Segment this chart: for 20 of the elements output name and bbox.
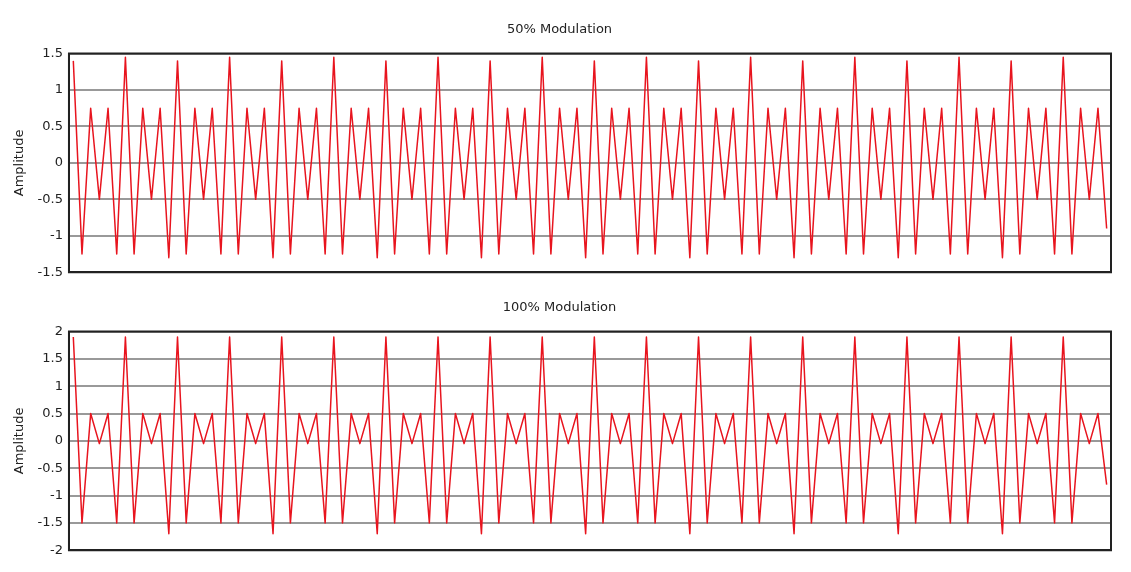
y-tick-label: 1 <box>54 81 63 97</box>
y-tick-label: -0.5 <box>37 459 63 475</box>
y-tick-label: 2 <box>54 322 63 338</box>
y-axis-title: Amplitude <box>11 129 27 197</box>
y-tick-label: 1 <box>54 377 63 393</box>
y-tick-label: 0 <box>54 432 63 448</box>
y-tick-label: -1 <box>50 486 63 502</box>
y-tick-label: -0.5 <box>37 190 63 206</box>
chart-title: 50% Modulation <box>506 21 613 37</box>
y-tick-label: -1.5 <box>37 263 63 279</box>
y-tick-label: 0.5 <box>42 117 63 133</box>
chart-title: 100% Modulation <box>502 299 617 315</box>
y-tick-label: -1.5 <box>37 514 63 530</box>
y-tick-label: 0 <box>54 154 63 170</box>
y-tick-label: -2 <box>50 541 63 557</box>
y-tick-label: 0.5 <box>42 404 63 420</box>
y-tick-label: 1.5 <box>42 44 63 60</box>
y-axis-title: Amplitude <box>11 407 27 475</box>
y-tick-label: 1.5 <box>42 350 63 366</box>
y-tick-label: -1 <box>50 227 63 243</box>
